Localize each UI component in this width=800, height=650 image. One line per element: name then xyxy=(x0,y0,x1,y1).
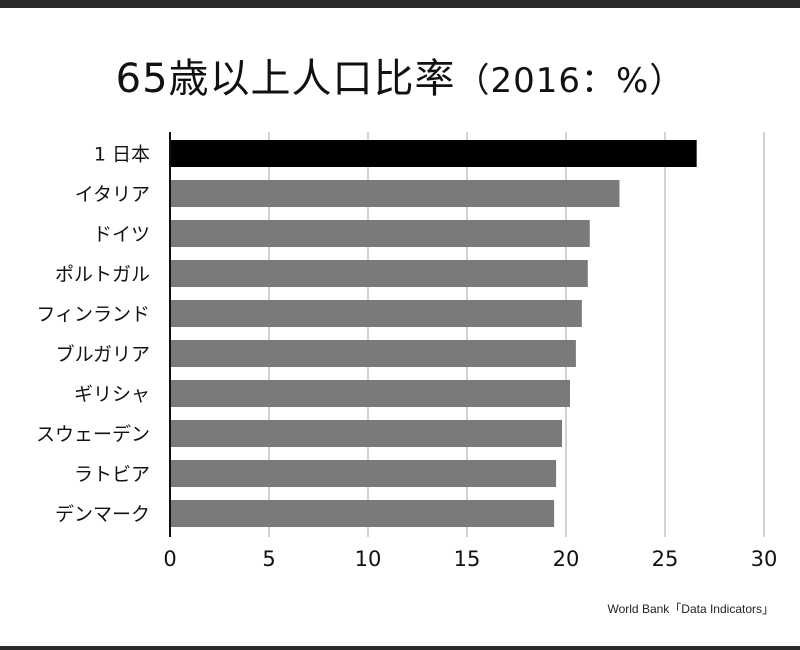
bar xyxy=(170,140,697,167)
x-tick-label: 30 xyxy=(751,547,778,571)
bar xyxy=(170,340,576,367)
bar xyxy=(170,420,563,447)
chart-title: 65歳以上人口比率 xyxy=(115,56,456,102)
category-label: フィンランド xyxy=(36,304,150,326)
bar xyxy=(170,260,588,287)
category-label: ブルガリア xyxy=(56,343,150,366)
source-note: World Bank「Data Indicators」 xyxy=(607,602,774,616)
chart-title-block: 65歳以上人口比率（2016：%） xyxy=(0,46,800,104)
x-tick-label: 20 xyxy=(553,547,580,571)
x-tick-label: 10 xyxy=(355,547,382,571)
x-tick-label: 5 xyxy=(262,547,275,571)
x-tick-label: 15 xyxy=(454,547,481,571)
x-tick-label: 0 xyxy=(163,547,176,571)
category-label: デンマーク xyxy=(55,504,150,526)
bar xyxy=(170,380,570,407)
bar xyxy=(170,500,555,527)
category-label: イタリア xyxy=(75,184,150,206)
category-label: ギリシャ xyxy=(74,384,150,406)
x-tick-label: 25 xyxy=(652,547,679,571)
category-label: ラトビア xyxy=(74,464,150,486)
category-label: 1 日本 xyxy=(94,144,150,166)
chart-subtitle: （2016：%） xyxy=(455,61,685,101)
category-label: スウェーデン xyxy=(36,424,150,446)
top-border-band xyxy=(0,0,800,8)
bar xyxy=(170,300,582,327)
category-label: ドイツ xyxy=(93,224,150,246)
bar xyxy=(170,460,557,487)
bar xyxy=(170,180,620,207)
bar xyxy=(170,220,590,247)
bottom-border-band xyxy=(0,646,800,650)
category-label: ポルトガル xyxy=(55,264,150,286)
